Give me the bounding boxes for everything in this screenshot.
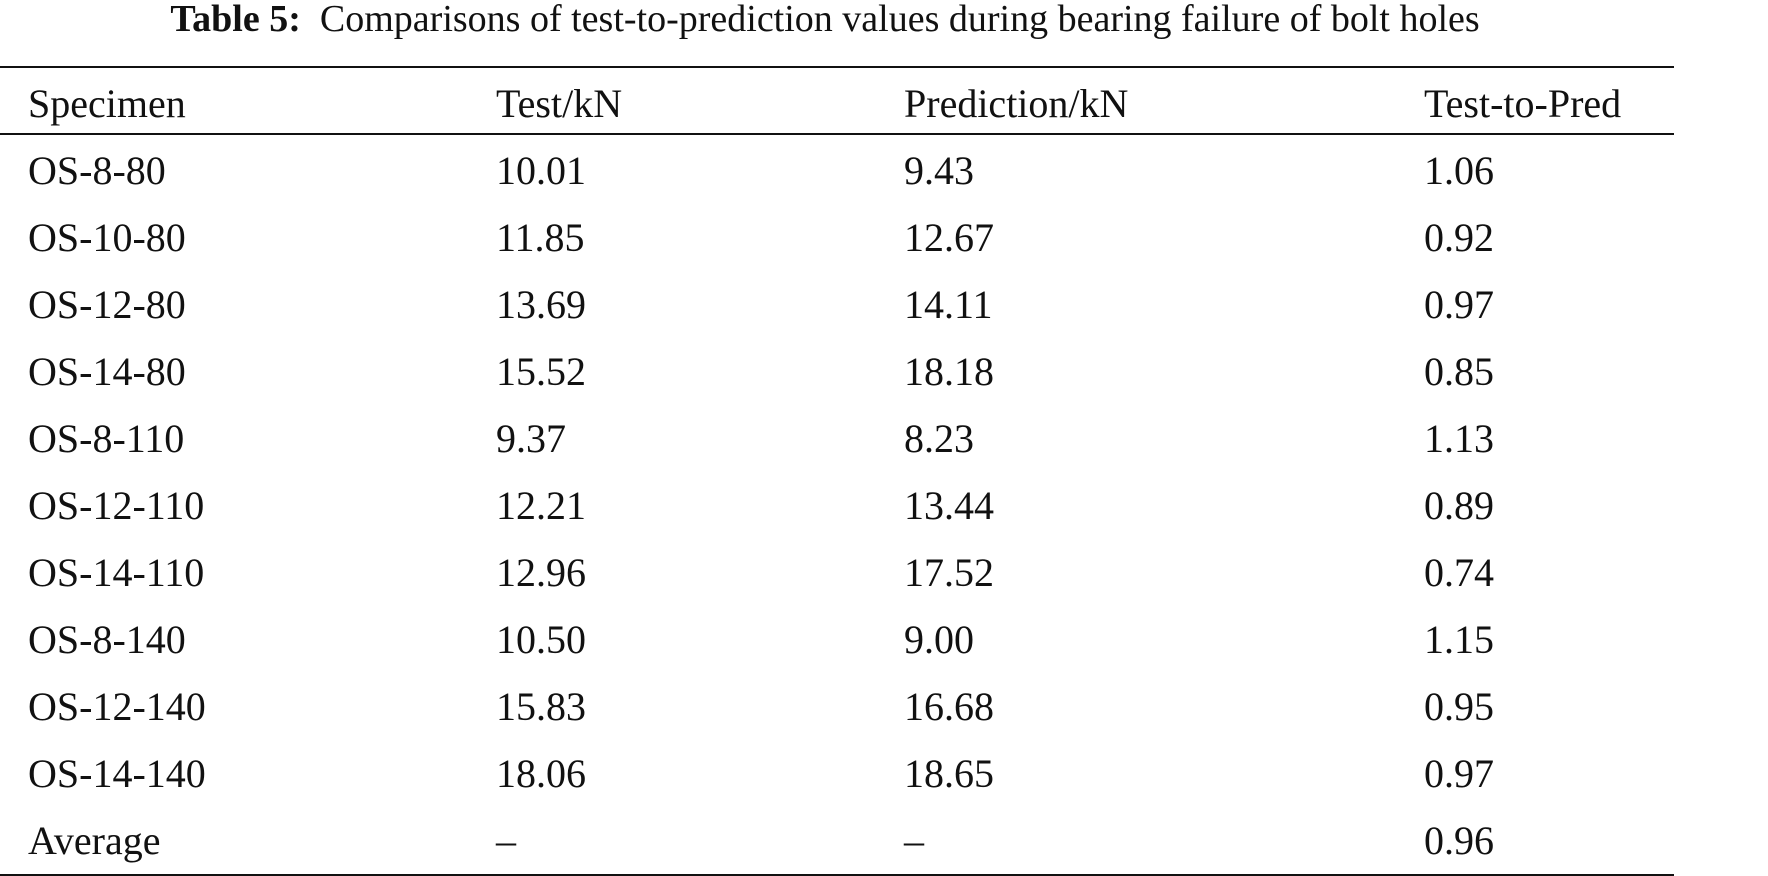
cell-test: 12.96 [496,550,586,595]
cell-prediction: 18.65 [904,751,994,796]
cell-prediction: – [904,818,924,863]
cell-specimen: OS-14-140 [28,751,206,796]
cell-specimen: OS-8-110 [28,416,185,461]
table-header-rule [0,133,1674,135]
table-row: OS-8-140 10.50 9.00 1.15 [0,606,1674,673]
cell-test: 10.01 [496,148,586,193]
table-row: OS-14-140 18.06 18.65 0.97 [0,740,1674,807]
cell-test-to-pred: 0.74 [1424,550,1494,595]
cell-specimen: OS-10-80 [28,215,186,260]
cell-test-to-pred: 0.92 [1424,215,1494,260]
cell-specimen: OS-12-110 [28,483,205,528]
table-header-row: Specimen Test/kN Prediction/kN Test-to-P… [0,74,1674,134]
cell-test: 18.06 [496,751,586,796]
cell-test-to-pred: 0.97 [1424,282,1494,327]
table-row: OS-12-80 13.69 14.11 0.97 [0,271,1674,338]
cell-test-to-pred: 1.13 [1424,416,1494,461]
cell-prediction: 9.43 [904,148,974,193]
cell-prediction: 17.52 [904,550,994,595]
cell-prediction: 9.00 [904,617,974,662]
cell-test-to-pred: 0.97 [1424,751,1494,796]
cell-test: 12.21 [496,483,586,528]
table-caption: Table 5: Comparisons of test-to-predicti… [0,0,1650,62]
table-row: OS-10-80 11.85 12.67 0.92 [0,204,1674,271]
cell-test-to-pred: 0.96 [1424,818,1494,863]
cell-test: 15.83 [496,684,586,729]
table-row: OS-12-140 15.83 16.68 0.95 [0,673,1674,740]
table-caption-text: Comparisons of test-to-prediction values… [319,0,1480,40]
header-test-to-pred: Test-to-Pred [1424,81,1622,126]
cell-test: 11.85 [496,215,585,260]
table-row: Average – – 0.96 [0,807,1674,874]
cell-test-to-pred: 1.15 [1424,617,1494,662]
cell-specimen: OS-12-80 [28,282,186,327]
table-top-rule [0,66,1674,68]
cell-prediction: 8.23 [904,416,974,461]
cell-test: 9.37 [496,416,566,461]
cell-prediction: 18.18 [904,349,994,394]
table-row: OS-12-110 12.21 13.44 0.89 [0,472,1674,539]
cell-specimen: OS-14-80 [28,349,186,394]
table-row: OS-14-80 15.52 18.18 0.85 [0,338,1674,405]
table-row: OS-14-110 12.96 17.52 0.74 [0,539,1674,606]
cell-specimen: OS-14-110 [28,550,205,595]
table-bottom-rule [0,874,1674,876]
cell-test: 13.69 [496,282,586,327]
cell-test: – [496,818,516,863]
table-row: OS-8-110 9.37 8.23 1.13 [0,405,1674,472]
header-test: Test/kN [496,81,623,126]
cell-prediction: 13.44 [904,483,994,528]
cell-test-to-pred: 0.89 [1424,483,1494,528]
cell-prediction: 12.67 [904,215,994,260]
cell-test: 10.50 [496,617,586,662]
cell-specimen: Average [28,818,161,863]
cell-prediction: 14.11 [904,282,993,327]
header-specimen: Specimen [28,81,186,126]
cell-specimen: OS-8-140 [28,617,186,662]
cell-prediction: 16.68 [904,684,994,729]
cell-test: 15.52 [496,349,586,394]
header-prediction: Prediction/kN [904,81,1129,126]
cell-test-to-pred: 0.95 [1424,684,1494,729]
table-caption-label: Table 5: [170,0,301,40]
cell-specimen: OS-12-140 [28,684,206,729]
cell-test-to-pred: 1.06 [1424,148,1494,193]
cell-test-to-pred: 0.85 [1424,349,1494,394]
table-row: OS-8-80 10.01 9.43 1.06 [0,137,1674,204]
cell-specimen: OS-8-80 [28,148,166,193]
